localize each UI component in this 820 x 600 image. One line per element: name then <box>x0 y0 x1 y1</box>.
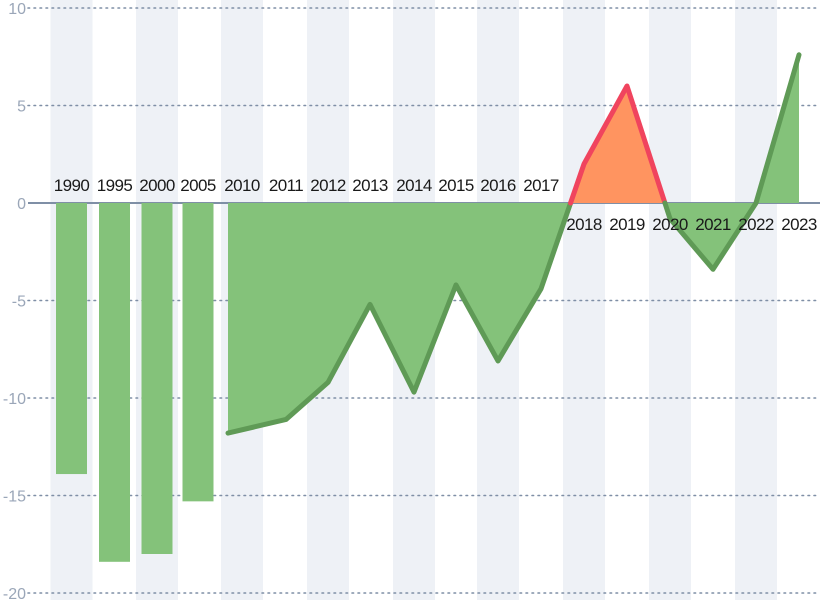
x-tick-label: 2000 <box>139 176 175 195</box>
negative-line <box>225 200 574 436</box>
negative-line <box>662 52 802 272</box>
bar <box>141 203 173 554</box>
x-tick-label: 2011 <box>269 176 303 195</box>
x-tick-label: 2022 <box>738 215 774 234</box>
x-tick-label: 2013 <box>352 176 388 195</box>
bar <box>182 203 214 502</box>
x-tick-label: 2010 <box>224 176 260 195</box>
x-tick-label: 2019 <box>609 215 645 234</box>
y-tick-label: 10 <box>8 1 26 18</box>
positive-area <box>570 86 665 203</box>
bars <box>56 203 214 562</box>
x-tick-label: 1990 <box>54 176 90 195</box>
x-tick-label: 2005 <box>180 176 216 195</box>
bar <box>56 203 87 475</box>
lines <box>225 52 802 436</box>
x-tick-label: 2021 <box>695 215 731 234</box>
areas <box>228 54 799 434</box>
x-tick-label: 2015 <box>438 176 474 195</box>
negative-area <box>228 203 571 434</box>
y-tick-label: 5 <box>17 99 26 116</box>
y-tick-label: -15 <box>3 489 26 506</box>
x-tick-label: 2017 <box>523 176 559 195</box>
negative-area <box>664 54 799 270</box>
x-tick-label: 2020 <box>652 215 688 234</box>
positive-line <box>568 83 668 206</box>
x-tick-label: 2012 <box>310 176 346 195</box>
y-axis-labels: 10 5 0 -5 -10 -15 -20 <box>3 1 26 600</box>
bar <box>99 203 130 562</box>
y-tick-label: -5 <box>12 294 26 311</box>
y-tick-label: 0 <box>17 196 26 213</box>
x-tick-label: 2018 <box>566 215 602 234</box>
y-tick-label: -10 <box>3 391 26 408</box>
x-tick-label: 1995 <box>97 176 133 195</box>
x-tick-label: 2023 <box>781 215 817 234</box>
x-tick-label: 2016 <box>480 176 516 195</box>
y-tick-label: -20 <box>3 586 26 600</box>
x-tick-label: 2014 <box>396 176 432 195</box>
x-axis-labels: 1990 1995 2000 2005 2010 2011 2012 2013 2014 2015… <box>54 176 818 234</box>
